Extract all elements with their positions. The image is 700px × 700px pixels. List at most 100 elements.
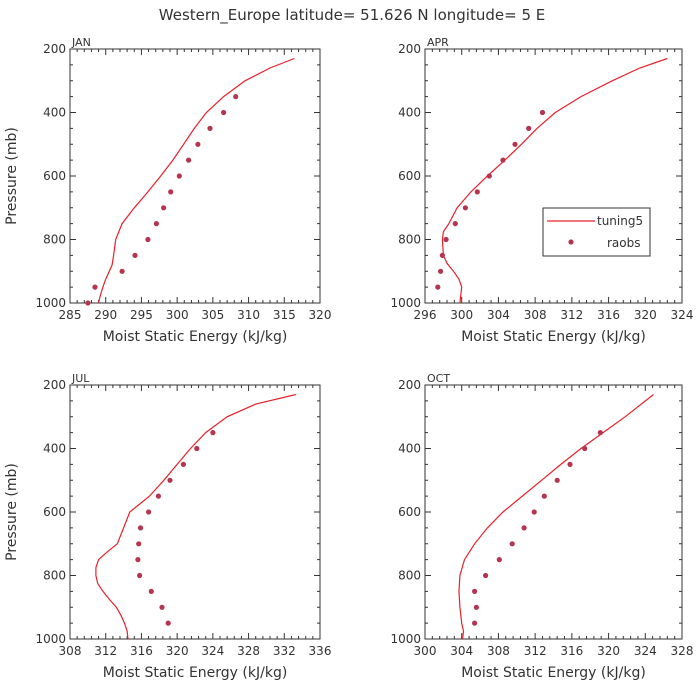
y-tick-label: 200 (43, 378, 66, 392)
series-line-tuning5 (458, 394, 654, 640)
data-point-raobs (153, 221, 159, 227)
data-point-raobs (472, 620, 478, 626)
data-point-raobs (597, 430, 603, 436)
data-point-raobs (435, 284, 441, 290)
legend-label-raobs: raobs (607, 236, 641, 250)
y-tick-label: 200 (43, 42, 66, 56)
y-tick-label: 600 (398, 169, 421, 183)
x-tick-label: 290 (94, 308, 117, 322)
data-point-raobs (137, 525, 144, 531)
data-point-raobs (92, 284, 98, 290)
data-point-raobs (443, 236, 449, 243)
y-tick-label: 800 (398, 233, 421, 247)
data-point-raobs (233, 94, 239, 100)
x-tick-label: 328 (671, 644, 694, 658)
y-axis-title: Pressure (mb) (4, 127, 20, 225)
data-point-raobs (539, 109, 546, 116)
data-point-raobs (135, 557, 141, 563)
y-tick-label: 400 (398, 442, 421, 456)
data-point-raobs (483, 572, 489, 579)
panel-title: OCT (427, 372, 450, 385)
data-point-raobs (473, 604, 479, 610)
data-point-raobs (195, 141, 201, 147)
data-point-raobs (176, 173, 182, 179)
data-point-raobs (119, 268, 125, 274)
data-point-raobs (165, 620, 171, 626)
x-tick-label: 295 (130, 308, 153, 322)
series-line-tuning5 (98, 57, 295, 304)
data-point-raobs (194, 445, 200, 452)
y-axis-title: Pressure (mb) (4, 463, 20, 561)
x-axis-title: Moist Static Energy (kJ/kg) (461, 329, 646, 345)
x-tick-label: 312 (560, 308, 583, 322)
data-point-raobs (136, 541, 142, 547)
x-tick-label: 308 (487, 644, 510, 658)
data-point-raobs (512, 141, 518, 147)
data-point-raobs (472, 588, 478, 595)
plot-frame (424, 48, 683, 304)
data-point-raobs (132, 252, 138, 258)
x-tick-label: 316 (130, 644, 153, 658)
legend-label-tuning5: tuning5 (597, 214, 643, 228)
series-line-tuning5 (441, 57, 668, 304)
y-tick-label: 1000 (35, 632, 66, 646)
x-tick-label: 312 (524, 644, 547, 658)
data-point-raobs (531, 509, 537, 515)
data-point-raobs (567, 461, 573, 467)
x-tick-label: 312 (94, 644, 117, 658)
data-point-raobs (161, 205, 167, 211)
panel-title: JUL (71, 372, 90, 385)
panel-jan: 285 290 295 300 305 310 315 320 200 400 600 800 1000… (4, 36, 331, 345)
data-point-raobs (155, 493, 161, 499)
data-point-raobs (207, 125, 213, 131)
x-tick-label: 324 (201, 644, 224, 658)
y-tick-label: 400 (43, 442, 66, 456)
y-tick-label: 600 (398, 505, 421, 519)
x-tick-label: 296 (414, 308, 437, 322)
plot-frame (69, 384, 321, 640)
x-tick-label: 308 (59, 644, 82, 658)
series-line-tuning5 (95, 393, 297, 640)
x-tick-label: 320 (597, 644, 620, 658)
data-point-raobs (452, 221, 458, 227)
x-tick-label: 336 (309, 644, 332, 658)
data-point-raobs (521, 525, 527, 531)
panel-title: JAN (71, 36, 91, 49)
y-tick-label: 800 (43, 233, 66, 247)
x-tick-label: 320 (309, 308, 332, 322)
data-point-raobs (180, 461, 186, 467)
x-tick-label: 324 (634, 644, 657, 658)
data-point-raobs (541, 493, 547, 499)
y-tick-label: 800 (398, 569, 421, 583)
x-tick-label: 304 (450, 644, 473, 658)
data-point-raobs (554, 477, 560, 483)
x-tick-label: 310 (237, 308, 260, 322)
x-axis-title: Moist Static Energy (kJ/kg) (461, 665, 646, 681)
data-point-raobs (500, 157, 506, 163)
data-point-raobs (148, 588, 154, 595)
chart-panels: 285 290 295 300 305 310 315 320 200 400 600 800 1000… (4, 36, 693, 681)
data-point-raobs (474, 189, 480, 195)
y-tick-label: 1000 (390, 296, 421, 310)
x-axis-title: Moist Static Energy (kJ/kg) (103, 329, 288, 345)
data-point-raobs (486, 173, 492, 179)
data-point-raobs (159, 604, 165, 610)
data-point-raobs (496, 557, 502, 563)
data-point-raobs (526, 125, 532, 131)
data-point-raobs (210, 430, 216, 436)
x-tick-label: 320 (166, 644, 189, 658)
panel-title: APR (427, 36, 449, 49)
y-tick-label: 600 (43, 169, 66, 183)
figure-title: Western_Europe latitude= 51.626 N longit… (159, 6, 545, 25)
data-point-raobs (438, 268, 444, 274)
x-tick-label: 316 (560, 644, 583, 658)
legend-box (542, 207, 651, 257)
x-tick-label: 308 (524, 308, 547, 322)
data-point-raobs (186, 157, 192, 163)
data-point-raobs (462, 205, 468, 211)
legend-dot-swatch (568, 239, 574, 245)
panel-apr: 296 300 304 308 312 316 320 324 200 400 600 800 1000… (390, 36, 693, 345)
y-tick-label: 200 (398, 42, 421, 56)
x-tick-label: 316 (597, 308, 620, 322)
